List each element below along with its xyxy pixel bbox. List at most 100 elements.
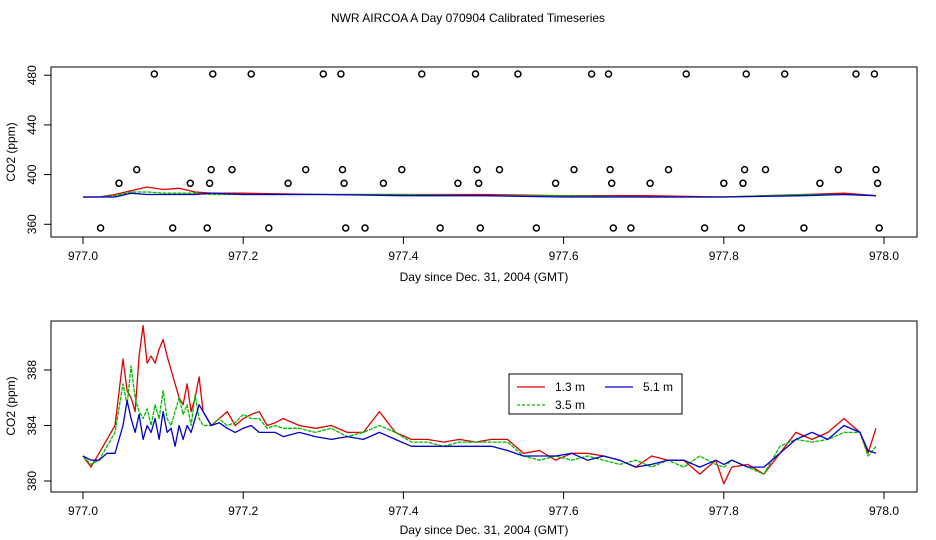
top-y-tick-label: 440 xyxy=(25,115,39,135)
calibration-point xyxy=(514,70,522,78)
calibration-point xyxy=(207,165,215,174)
calibration-point xyxy=(737,224,746,232)
calibration-point xyxy=(761,165,770,174)
bottom-x-tick-label: 978.0 xyxy=(869,504,899,518)
calibration-point xyxy=(379,179,388,188)
calibration-point xyxy=(418,70,426,78)
calibration-point xyxy=(150,70,159,78)
calibration-point xyxy=(627,224,635,232)
top-axis-ticks: 977.0 977.2 977.4 977.6 977.8 978.0 360 400 440 4… xyxy=(25,65,899,263)
calibration-point xyxy=(398,165,406,174)
calibration-point xyxy=(476,224,485,232)
bottom-y-tick-label: 388 xyxy=(25,360,39,380)
top-calibration-points xyxy=(96,70,883,232)
bottom-x-tick-label: 977.6 xyxy=(549,504,579,518)
calibration-point xyxy=(740,165,749,174)
calibration-point xyxy=(474,179,483,188)
top-series-5-1-m xyxy=(83,192,877,198)
legend-label-5-1m: 5.1 m xyxy=(643,380,673,394)
calibration-point xyxy=(742,70,750,78)
calibration-point xyxy=(337,70,345,78)
top-x-tick-label: 977.0 xyxy=(68,249,98,263)
bottom-x-axis-label: Day since Dec. 31, 2004 (GMT) xyxy=(400,523,569,537)
calibration-point xyxy=(816,179,824,188)
bottom-y-tick-label: 384 xyxy=(25,415,39,435)
calibration-point xyxy=(852,70,860,78)
calibration-point xyxy=(471,70,480,78)
calibration-point xyxy=(607,179,616,188)
calibration-point xyxy=(495,165,504,174)
calibration-point xyxy=(606,165,614,174)
calibration-point xyxy=(205,179,214,188)
calibration-point xyxy=(186,179,195,188)
bottom-y-axis-label: CO2 (ppm) xyxy=(4,376,18,435)
bottom-x-tick-label: 977.4 xyxy=(388,504,418,518)
calibration-point xyxy=(115,179,123,188)
top-x-tick-label: 978.0 xyxy=(869,249,899,263)
calibration-point xyxy=(203,224,211,232)
bottom-plot-frame xyxy=(50,320,918,493)
figure-title: NWR AIRCOA A Day 070904 Calibrated Times… xyxy=(331,11,605,25)
calibration-point xyxy=(587,70,596,78)
bottom-panel: 977.0 977.2 977.4 977.6 977.8 978.0380384388 … xyxy=(4,320,918,537)
calibration-point xyxy=(532,224,541,232)
calibration-point xyxy=(570,165,578,174)
calibration-point xyxy=(436,224,444,232)
bottom-y-tick-label: 380 xyxy=(25,471,39,491)
bottom-series-5-1-m xyxy=(82,399,877,468)
calibration-point xyxy=(341,224,350,232)
top-y-axis-label: CO2 (ppm) xyxy=(4,122,18,181)
top-x-tick-label: 977.6 xyxy=(549,249,579,263)
calibration-point xyxy=(875,224,883,232)
calibration-point xyxy=(338,165,347,174)
top-y-tick-label: 480 xyxy=(25,65,39,85)
calibration-point xyxy=(284,179,292,188)
top-y-tick-label: 360 xyxy=(25,214,39,234)
calibration-point xyxy=(340,179,348,188)
bottom-x-tick-label: 977.8 xyxy=(709,504,739,518)
calibration-point xyxy=(872,165,880,174)
calibration-point xyxy=(800,224,808,232)
bottom-axis-ticks: 977.0 977.2 977.4 977.6 977.8 978.0 380 384 388 xyxy=(25,360,899,518)
top-y-tick-label: 400 xyxy=(25,164,39,184)
top-series-lines xyxy=(83,186,877,198)
calibration-point xyxy=(646,179,654,188)
top-x-tick-label: 977.2 xyxy=(228,249,258,263)
top-panel: 977.0 977.2 977.4 977.6 977.8 978.0 360 400 440 4… xyxy=(4,65,918,284)
bottom-series-3-5-m xyxy=(82,365,877,475)
calibration-point xyxy=(265,224,273,232)
calibration-point xyxy=(873,179,882,188)
bottom-series-lines xyxy=(82,324,877,485)
calibration-point xyxy=(132,165,141,174)
calibration-point xyxy=(473,165,481,174)
top-x-tick-label: 977.4 xyxy=(388,249,418,263)
calibration-point xyxy=(739,179,747,188)
calibration-point xyxy=(96,224,105,232)
calibration-point xyxy=(609,224,618,232)
legend-label-1-3m: 1.3 m xyxy=(555,380,585,394)
calibration-point xyxy=(682,70,690,78)
calibration-point xyxy=(319,70,328,78)
calibration-point xyxy=(834,165,843,174)
top-x-axis-label: Day since Dec. 31, 2004 (GMT) xyxy=(400,270,569,284)
calibration-point xyxy=(168,224,177,232)
legend-box xyxy=(508,373,683,415)
bottom-series-1-3-m xyxy=(82,324,877,485)
calibration-point xyxy=(551,179,560,188)
calibration-point xyxy=(301,165,310,174)
calibration-point xyxy=(209,70,217,78)
top-plot-frame xyxy=(50,66,918,238)
calibration-point xyxy=(664,165,673,174)
calibration-point xyxy=(604,70,613,78)
calibration-point xyxy=(247,70,255,78)
calibration-point xyxy=(780,70,789,78)
calibration-point xyxy=(700,224,709,232)
calibration-point xyxy=(361,224,369,232)
calibration-point xyxy=(454,179,462,188)
bottom-x-tick-label: 977.2 xyxy=(228,504,258,518)
legend: 1.3 m 5.1 m 3.5 m xyxy=(508,373,683,415)
legend-label-3-5m: 3.5 m xyxy=(555,398,585,412)
bottom-x-tick-label: 977.0 xyxy=(68,504,98,518)
calibration-point xyxy=(720,179,728,188)
